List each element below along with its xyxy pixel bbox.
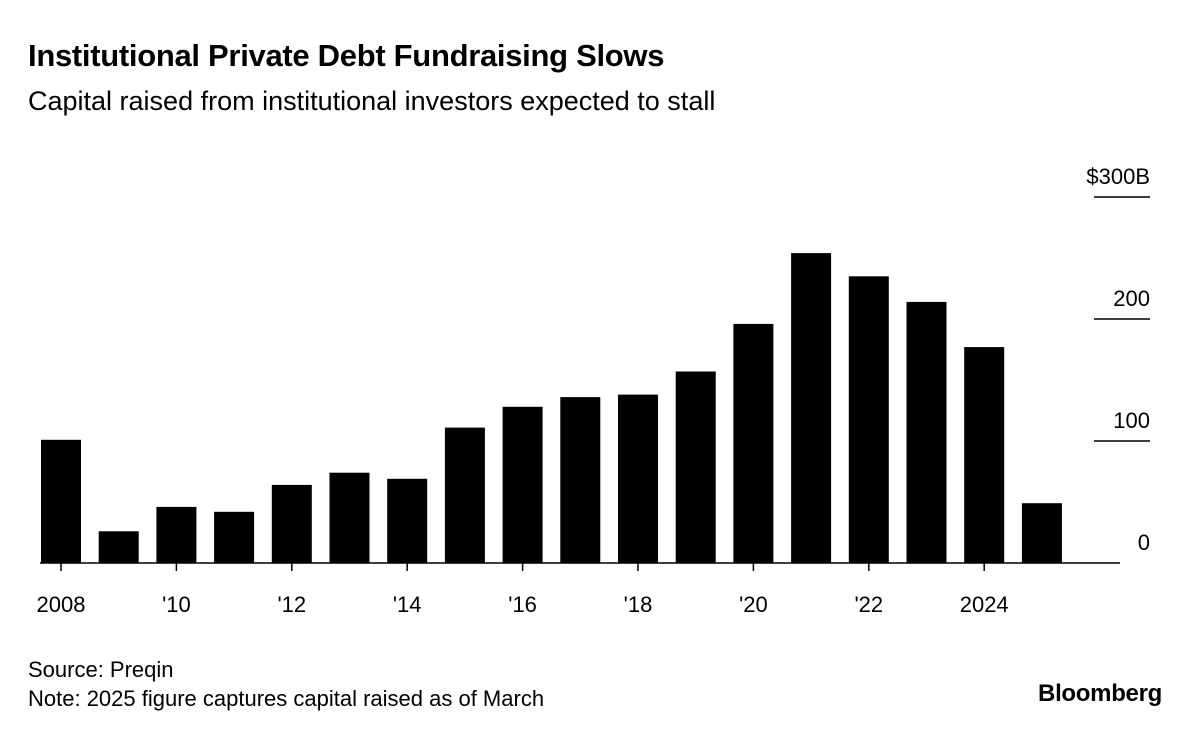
bar-2009 <box>98 531 139 563</box>
bar-2011 <box>214 511 255 563</box>
x-tick-label: '14 <box>393 592 422 617</box>
chart-subtitle: Capital raised from institutional invest… <box>28 86 716 116</box>
x-tick-label: '12 <box>277 592 306 617</box>
bar-2021 <box>791 253 832 563</box>
bar-2020 <box>733 323 774 563</box>
x-tick-label: '22 <box>854 592 883 617</box>
bar-2019 <box>675 371 716 563</box>
footnote: Note: 2025 figure captures capital raise… <box>28 686 545 711</box>
chart-title: Institutional Private Debt Fundraising S… <box>28 38 665 73</box>
x-tick-label: '16 <box>508 592 537 617</box>
y-tick-label: 200 <box>1113 286 1150 311</box>
bar-2012 <box>271 484 312 563</box>
x-tick-label: 2024 <box>960 592 1009 617</box>
bar-2025 <box>1021 503 1062 563</box>
bars-group <box>41 253 1062 563</box>
bar-2017 <box>560 397 601 563</box>
bloomberg-logo: Bloomberg <box>1038 680 1162 707</box>
bar-2013 <box>329 472 370 563</box>
x-axis: 2008 '10 '12 '14 '16 '18 '20 '22 2024 <box>37 562 1120 617</box>
chart-footer: Source: Preqin Note: 2025 figure capture… <box>28 655 544 713</box>
bar-2023 <box>906 301 947 563</box>
y-axis: 0 100 200 $300B <box>1086 164 1150 555</box>
bar-2018 <box>618 394 658 563</box>
source-note: Source: Preqin <box>28 657 174 682</box>
bar-2008 <box>41 439 81 563</box>
bar-2014 <box>387 478 428 563</box>
x-tick-label: '10 <box>162 592 191 617</box>
bar-2015 <box>444 427 485 563</box>
bar-2022 <box>848 276 889 563</box>
y-tick-label: 100 <box>1113 408 1150 433</box>
x-tick-label: '18 <box>624 592 653 617</box>
x-tick-label: 2008 <box>37 592 86 617</box>
bar-2016 <box>502 406 543 563</box>
y-tick-label: $300B <box>1086 164 1150 189</box>
bar-2024 <box>964 347 1005 563</box>
x-tick-label: '20 <box>739 592 768 617</box>
bar-2010 <box>156 506 197 563</box>
y-tick-label: 0 <box>1138 530 1150 555</box>
